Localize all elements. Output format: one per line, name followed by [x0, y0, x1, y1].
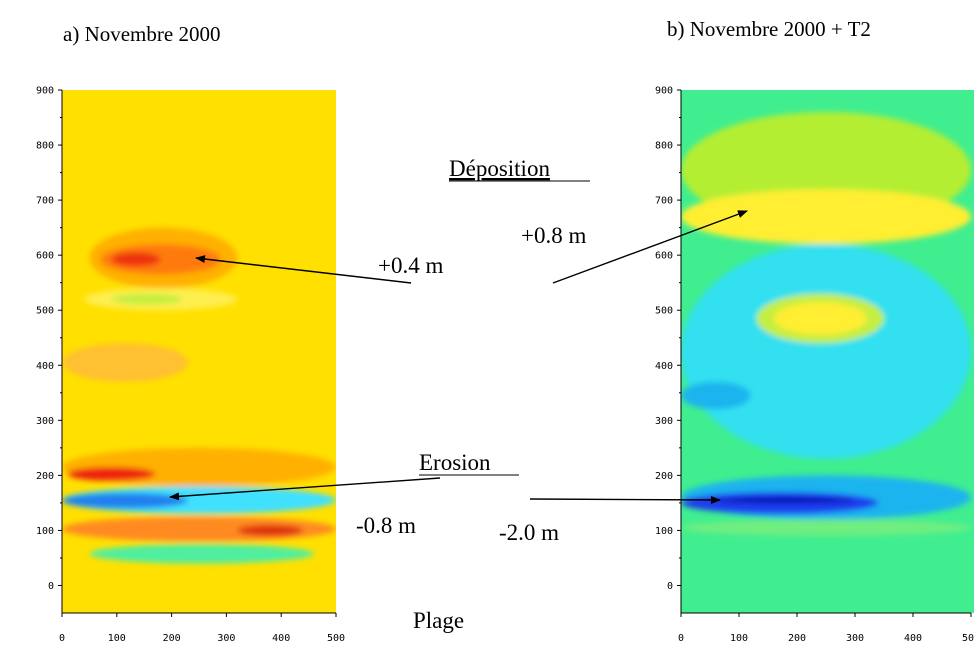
- panel-a-ytick-label-9: 900: [36, 86, 54, 97]
- panel-b-xtick-label-1: 100: [730, 633, 748, 644]
- panel-b-ytick-label-5: 500: [655, 306, 673, 317]
- panel-a-band-5: [62, 343, 189, 382]
- panel-a-band-9: [62, 492, 189, 509]
- panel-b-xtick-label-3: 300: [846, 633, 864, 644]
- panel-b-band-8: [715, 497, 856, 503]
- arrow-minus-2-0: [529, 495, 721, 504]
- panel-a-ytick-label-5: 500: [36, 306, 54, 317]
- panel-a-band-11: [237, 524, 304, 536]
- panel-b-ytick-label-1: 100: [655, 526, 673, 537]
- panel-b-ytick-label-6: 600: [655, 251, 673, 262]
- panel-a-ytick-label-3: 300: [36, 416, 54, 427]
- panel-b-band-7: [681, 491, 879, 514]
- panel-b-xtick-label-4: 400: [904, 633, 922, 644]
- panel-a-ytick-label-7: 700: [36, 196, 54, 207]
- minus-2-0-label: -2.0 m: [499, 520, 559, 545]
- panel-a-band-4: [111, 293, 183, 305]
- panel-a-ytick-label-6: 600: [36, 251, 54, 262]
- arrow-plus-0-4: [195, 255, 412, 284]
- panel-b-band-2: [681, 244, 971, 459]
- minus-0-8-label: -0.8 m: [356, 513, 416, 538]
- panel-b-ytick-label-3: 300: [655, 416, 673, 427]
- panel-a-plot: 0 100 200 300 400 500 600 700 800 900 0 100 200 300 40…: [36, 86, 345, 645]
- panel-b-xtick-label-5: 500: [962, 633, 974, 644]
- panel-a-band-1: [100, 244, 221, 275]
- panel-b-band-1: [681, 189, 971, 245]
- panel-a-xtick-label-3: 300: [217, 633, 235, 644]
- panel-b-ytick-label-9: 900: [655, 86, 673, 97]
- panel-a-ytick-label-0: 0: [48, 581, 54, 592]
- panel-b-ytick-label-8: 800: [655, 141, 673, 152]
- panel-a-ytick-label-1: 100: [36, 526, 54, 537]
- arrow-erosion: [169, 477, 441, 501]
- arrow-plus-0-8: [552, 210, 748, 284]
- panel-b-band-4: [773, 301, 867, 335]
- panel-b-ytick-label-4: 400: [655, 361, 673, 372]
- panel-a-title: a) Novembre 2000: [63, 22, 220, 46]
- panel-b-ytick-label-7: 700: [655, 196, 673, 207]
- panel-a-band-2: [111, 252, 161, 267]
- plus-0-4-label: +0.4 m: [378, 253, 443, 278]
- panel-b-ytick-label-0: 0: [667, 581, 673, 592]
- panel-b-xtick-label-2: 200: [788, 633, 806, 644]
- panel-a-ytick-label-2: 200: [36, 471, 54, 482]
- panel-a-xtick-label-4: 400: [272, 633, 290, 644]
- erosion-label: Erosion: [419, 450, 491, 475]
- panel-a-xtick-label-1: 100: [108, 633, 126, 644]
- deposition-label: Déposition: [449, 156, 550, 181]
- panel-a-xtick-label-5: 500: [327, 633, 345, 644]
- panel-b-ytick-label-2: 200: [655, 471, 673, 482]
- panel-b-title: b) Novembre 2000 + T2: [667, 17, 871, 41]
- panel-a-band-7: [67, 467, 156, 481]
- plage-label: Plage: [413, 608, 464, 633]
- panel-a-ytick-label-4: 400: [36, 361, 54, 372]
- panel-b-axes: 0 100 200 300 400 500 600 700 800 900 0 100 200 300 40…: [655, 86, 974, 645]
- panel-a-axes: 0 100 200 300 400 500 600 700 800 900 0 100 200 300 40…: [36, 86, 345, 645]
- panel-b-xtick-label-0: 0: [678, 633, 684, 644]
- panel-a-xtick-label-2: 200: [163, 633, 181, 644]
- panel-a-band-12: [89, 544, 315, 564]
- panel-b-band-5: [681, 381, 751, 410]
- plus-0-8-label: +0.8 m: [521, 223, 586, 248]
- panel-b-band-9: [681, 519, 971, 536]
- panel-a-xtick-label-0: 0: [59, 633, 65, 644]
- panel-b-plot: 0 100 200 300 400 500 600 700 800 900 0 100 200 300 40…: [655, 86, 974, 645]
- panel-a-ytick-label-8: 800: [36, 141, 54, 152]
